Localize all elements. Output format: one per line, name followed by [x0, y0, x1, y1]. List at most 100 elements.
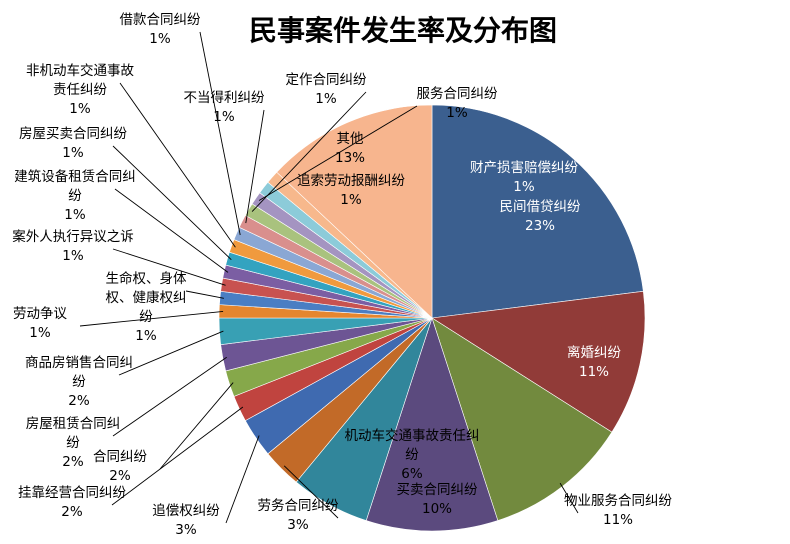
- leader-line: [111, 406, 244, 506]
- leader-line: [112, 356, 227, 437]
- leader-line: [112, 145, 232, 261]
- slice-name-label: 纷: [68, 188, 82, 204]
- data-label: 定作合同纠纷 1%: [286, 72, 367, 107]
- slice-value-label: 11%: [579, 364, 609, 380]
- data-label: 不当得利纠纷 1%: [184, 89, 265, 125]
- slice-name-label: 房屋租赁合同纠: [26, 416, 121, 432]
- slice-name-label: 借款合同纠纷: [120, 12, 201, 28]
- slice-name-label: 追索劳动报酬纠纷: [297, 173, 405, 189]
- slice-value-label: 1%: [62, 145, 84, 161]
- slice-value-label: 1%: [315, 91, 337, 107]
- slice-name-label: 不当得利纠纷: [184, 89, 265, 106]
- leader-line: [79, 310, 224, 327]
- slice-name-label: 财产损害赔偿纠纷: [470, 160, 578, 176]
- slice-value-label: 1%: [64, 207, 86, 223]
- slice-value-label: 1%: [340, 192, 362, 208]
- slice-name-label: 纷: [72, 374, 86, 390]
- slice-name-label: 纷: [66, 435, 80, 451]
- slice-value-label: 6%: [401, 466, 423, 482]
- slice-name-label: 机动车交通事故责任纠: [345, 427, 480, 444]
- data-label: 买卖合同纠纷 10%: [397, 482, 478, 517]
- slice-name-label: 其他: [337, 131, 364, 147]
- data-label: 借款合同纠纷 1%: [120, 12, 201, 47]
- leader-line: [119, 82, 236, 248]
- slice-name-label: 案外人执行异议之诉: [12, 228, 134, 245]
- leader-lines-layer: [79, 31, 579, 524]
- slice-value-label: 13%: [335, 150, 365, 166]
- leader-line: [114, 188, 229, 273]
- slice-value-label: 2%: [62, 454, 84, 470]
- data-label: 服务合同纠纷 1%: [417, 86, 498, 121]
- slice-name-label: 定作合同纠纷: [286, 72, 367, 88]
- slice-name-label: 纷: [139, 309, 153, 325]
- slice-value-label: 11%: [603, 512, 633, 528]
- slice-name-label: 权、健康权纠: [106, 289, 187, 306]
- slice-value-label: 1%: [446, 105, 468, 121]
- data-label: 房屋买卖合同纠纷 1%: [19, 126, 127, 161]
- data-label: 合同纠纷 2%: [93, 449, 147, 484]
- slice-name-label: 民间借贷纠纷: [500, 199, 581, 215]
- pie-slice: [276, 104, 433, 319]
- data-label: 追索劳动报酬纠纷 1%: [297, 173, 405, 208]
- leader-line: [199, 31, 241, 236]
- leader-line: [159, 382, 234, 470]
- slice-name-label: 离婚纠纷: [567, 344, 621, 361]
- slices-layer: [218, 104, 646, 532]
- data-label: 离婚纠纷 11%: [567, 344, 621, 380]
- data-label: 民间借贷纠纷 23%: [500, 199, 581, 234]
- slice-name-label: 物业服务合同纠纷: [564, 493, 672, 509]
- slice-name-label: 商品房销售合同纠: [25, 355, 133, 371]
- slice-value-label: 2%: [109, 468, 131, 484]
- slice-value-label: 3%: [287, 517, 309, 533]
- slice-name-label: 责任纠纷: [53, 82, 107, 98]
- slice-name-label: 纷: [405, 447, 419, 463]
- slice-value-label: 2%: [68, 393, 90, 409]
- slice-value-label: 1%: [213, 109, 235, 125]
- data-label: 挂靠经营合同纠纷 2%: [18, 485, 126, 520]
- leader-line: [258, 105, 418, 201]
- slice-name-label: 劳务合同纠纷: [258, 498, 339, 514]
- leader-line: [118, 330, 224, 376]
- slice-name-label: 非机动车交通事故: [26, 62, 134, 79]
- slice-name-label: 追偿权纠纷: [152, 502, 220, 519]
- slice-name-label: 房屋买卖合同纠纷: [19, 126, 127, 142]
- slice-value-label: 10%: [422, 501, 452, 517]
- slice-name-label: 建筑设备租赁合同纠: [14, 168, 136, 185]
- pie-slice: [431, 104, 644, 319]
- pie-slice: [431, 290, 646, 433]
- leader-line: [112, 248, 226, 286]
- slice-value-label: 2%: [61, 504, 83, 520]
- slice-value-label: 1%: [29, 325, 51, 341]
- slice-value-label: 3%: [175, 522, 197, 538]
- slice-value-label: 23%: [525, 218, 555, 234]
- leader-line: [185, 290, 224, 299]
- data-label: 物业服务合同纠纷 11%: [564, 493, 672, 528]
- leader-line: [245, 109, 265, 224]
- leader-line: [559, 482, 579, 514]
- slice-name-label: 合同纠纷: [93, 449, 147, 465]
- data-label: 案外人执行异议之诉 1%: [12, 228, 134, 264]
- leader-line: [251, 91, 367, 212]
- leader-line: [225, 435, 260, 524]
- data-label: 追偿权纠纷 3%: [152, 502, 220, 538]
- data-label: 劳动争议 1%: [13, 306, 67, 341]
- slice-value-label: 1%: [513, 179, 535, 195]
- slice-name-label: 劳动争议: [13, 306, 67, 322]
- slice-value-label: 1%: [149, 31, 171, 47]
- chart-title: 民事案件发生率及分布图: [249, 14, 557, 47]
- pie-slice: [365, 317, 499, 532]
- slice-name-label: 买卖合同纠纷: [397, 482, 478, 498]
- data-labels-layer: 民间借贷纠纷 23% 离婚纠纷 11% 物业服务合同纠纷 11% 买卖合同纠纷 10% 机动车交…: [12, 12, 672, 538]
- slice-value-label: 1%: [69, 101, 91, 117]
- slice-name-label: 生命权、身体: [106, 270, 187, 287]
- leader-line: [283, 465, 339, 519]
- slice-name-label: 挂靠经营合同纠纷: [18, 485, 126, 501]
